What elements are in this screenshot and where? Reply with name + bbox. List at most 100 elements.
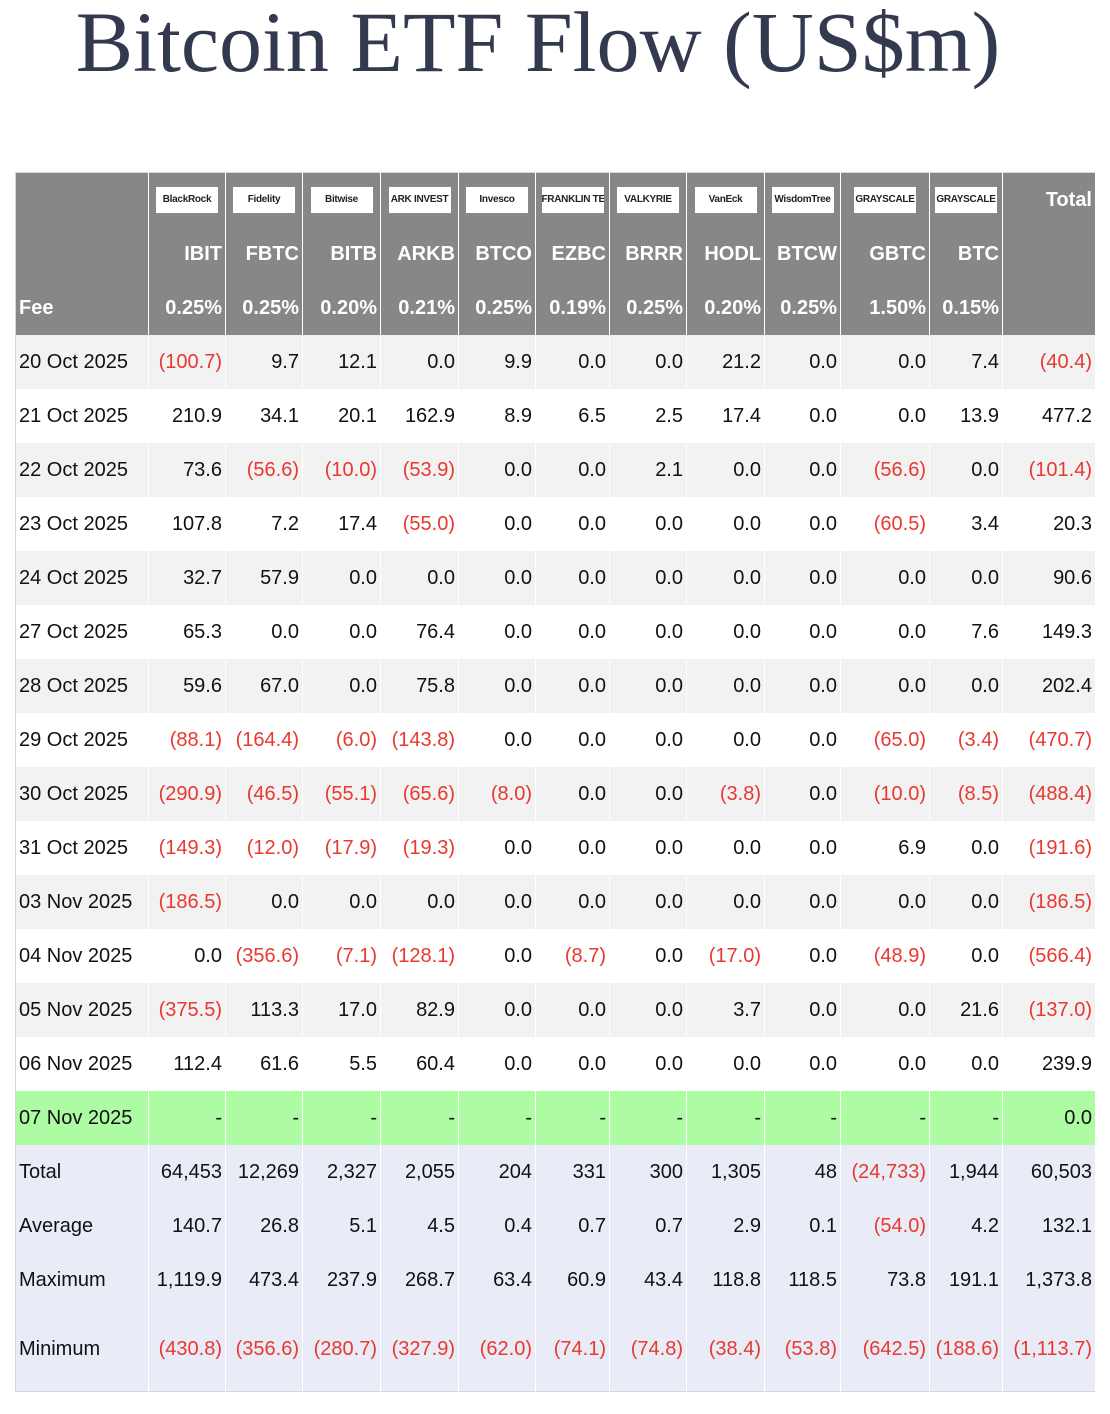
flow-value: 76.4 <box>380 605 459 659</box>
flow-value: 0.0 <box>535 983 610 1037</box>
flow-value: (488.4) <box>1002 767 1096 821</box>
fee: 0.20% <box>686 281 765 335</box>
flow-value: - <box>148 1091 226 1145</box>
flow-value: 0.0 <box>929 443 1003 497</box>
flow-value: 0.0 <box>929 821 1003 875</box>
flow-value: 0.0 <box>225 605 303 659</box>
fee-row: Fee 0.25% 0.25% 0.20% 0.21% 0.25% 0.19% 0.25% 0.… <box>15 281 1096 335</box>
flow-row: 05 Nov 2025 (375.5) 113.3 17.0 82.9 0.0 0.0 0.0… <box>15 983 1096 1037</box>
table-body: BlackRock Fidelity Bitwise ARK INVEST Invesc… <box>15 172 1096 1392</box>
flow-value: 112.4 <box>148 1037 226 1091</box>
flow-value: 0.0 <box>535 335 610 389</box>
ticker: BTC <box>929 227 1003 281</box>
summary-value: (38.4) <box>686 1307 765 1392</box>
logo-cell: BlackRock <box>148 172 226 227</box>
flow-value: 0.0 <box>458 659 536 713</box>
flow-row: 22 Oct 2025 73.6 (56.6) (10.0) (53.9) 0.0 0.0 2… <box>15 443 1096 497</box>
issuer-logo: FRANKLIN TEMPLETON <box>541 187 604 213</box>
flow-value: 0.0 <box>840 983 930 1037</box>
flow-value: - <box>458 1091 536 1145</box>
ticker: FBTC <box>225 227 303 281</box>
summary-value: 73.8 <box>840 1253 930 1307</box>
flow-row: 24 Oct 2025 32.7 57.9 0.0 0.0 0.0 0.0 0.0 0.0 0.0… <box>15 551 1096 605</box>
flow-value: 0.0 <box>609 875 687 929</box>
date: 22 Oct 2025 <box>15 443 149 497</box>
flow-value: 0.0 <box>686 443 765 497</box>
logo-cell: GRAYSCALE <box>929 172 1003 227</box>
summary-value: 268.7 <box>380 1253 459 1307</box>
flow-value: 8.9 <box>458 389 536 443</box>
flow-value: 0.0 <box>535 443 610 497</box>
flow-value: 162.9 <box>380 389 459 443</box>
flow-value: (7.1) <box>302 929 381 983</box>
logo-cell: Fidelity <box>225 172 303 227</box>
flow-value: (3.8) <box>686 767 765 821</box>
summary-value: 1,373.8 <box>1002 1253 1096 1307</box>
fee: 0.19% <box>535 281 610 335</box>
flow-value: 0.0 <box>764 389 841 443</box>
issuer-logo: ARK INVEST <box>388 187 451 213</box>
flow-row: 31 Oct 2025 (149.3) (12.0) (17.9) (19.3) 0.0 0… <box>15 821 1096 875</box>
fee: 0.20% <box>302 281 381 335</box>
flow-value: 7.2 <box>225 497 303 551</box>
flow-value: 0.0 <box>764 605 841 659</box>
flow-value: 59.6 <box>148 659 226 713</box>
flow-value: 21.2 <box>686 335 765 389</box>
summary-value: (356.6) <box>225 1307 303 1392</box>
flow-value: 0.0 <box>609 821 687 875</box>
logo-cell: VALKYRIE <box>609 172 687 227</box>
fee: 0.25% <box>148 281 226 335</box>
summary-label: Maximum <box>15 1253 149 1307</box>
header-blank <box>15 172 149 227</box>
summary-value: 204 <box>458 1145 536 1199</box>
flow-value: 0.0 <box>609 497 687 551</box>
flow-value: 0.0 <box>225 875 303 929</box>
flow-value: 0.0 <box>535 821 610 875</box>
flow-value: 2.1 <box>609 443 687 497</box>
flow-value: 67.0 <box>225 659 303 713</box>
issuer-logo: BlackRock <box>156 187 218 213</box>
flow-value: 113.3 <box>225 983 303 1037</box>
flow-value: 0.0 <box>686 497 765 551</box>
flow-value: 0.0 <box>764 875 841 929</box>
flow-value: 12.1 <box>302 335 381 389</box>
summary-value: (24,733) <box>840 1145 930 1199</box>
flow-value: 0.0 <box>686 659 765 713</box>
flow-value: 0.0 <box>840 875 930 929</box>
flow-value: 0.0 <box>458 1037 536 1091</box>
flow-value: (356.6) <box>225 929 303 983</box>
summary-value: (327.9) <box>380 1307 459 1392</box>
flow-value: - <box>535 1091 610 1145</box>
summary-value: 64,453 <box>148 1145 226 1199</box>
flow-value: 0.0 <box>1002 1091 1096 1145</box>
flow-value: 5.5 <box>302 1037 381 1091</box>
flow-value: 13.9 <box>929 389 1003 443</box>
flow-row: 03 Nov 2025 (186.5) 0.0 0.0 0.0 0.0 0.0 0.0 0.0 0… <box>15 875 1096 929</box>
flow-value: 0.0 <box>302 605 381 659</box>
flow-row: 04 Nov 2025 0.0 (356.6) (7.1) (128.1) 0.0 (8.7… <box>15 929 1096 983</box>
summary-row: Minimum (430.8) (356.6) (280.7) (327.9) (62.0… <box>15 1307 1096 1392</box>
flow-value: (65.0) <box>840 713 930 767</box>
flow-value: 90.6 <box>1002 551 1096 605</box>
flow-value: 0.0 <box>929 1037 1003 1091</box>
logo-row: BlackRock Fidelity Bitwise ARK INVEST Invesc… <box>15 172 1096 227</box>
flow-value: 0.0 <box>764 821 841 875</box>
fee: 1.50% <box>840 281 930 335</box>
flow-value: 82.9 <box>380 983 459 1037</box>
summary-value: (188.6) <box>929 1307 1003 1392</box>
flow-value: - <box>302 1091 381 1145</box>
summary-value: 4.5 <box>380 1199 459 1253</box>
date: 21 Oct 2025 <box>15 389 149 443</box>
summary-value: 12,269 <box>225 1145 303 1199</box>
date: 31 Oct 2025 <box>15 821 149 875</box>
ticker: BTCW <box>764 227 841 281</box>
flow-value: - <box>686 1091 765 1145</box>
flow-value: 0.0 <box>535 713 610 767</box>
flow-value: 7.4 <box>929 335 1003 389</box>
flow-value: 0.0 <box>302 659 381 713</box>
flow-value: 0.0 <box>458 929 536 983</box>
flow-value: (186.5) <box>148 875 226 929</box>
flow-value: 2.5 <box>609 389 687 443</box>
logo-cell: FRANKLIN TEMPLETON <box>535 172 610 227</box>
flow-row: 07 Nov 2025- - - - - - - - - - -0.0 <box>15 1091 1096 1145</box>
